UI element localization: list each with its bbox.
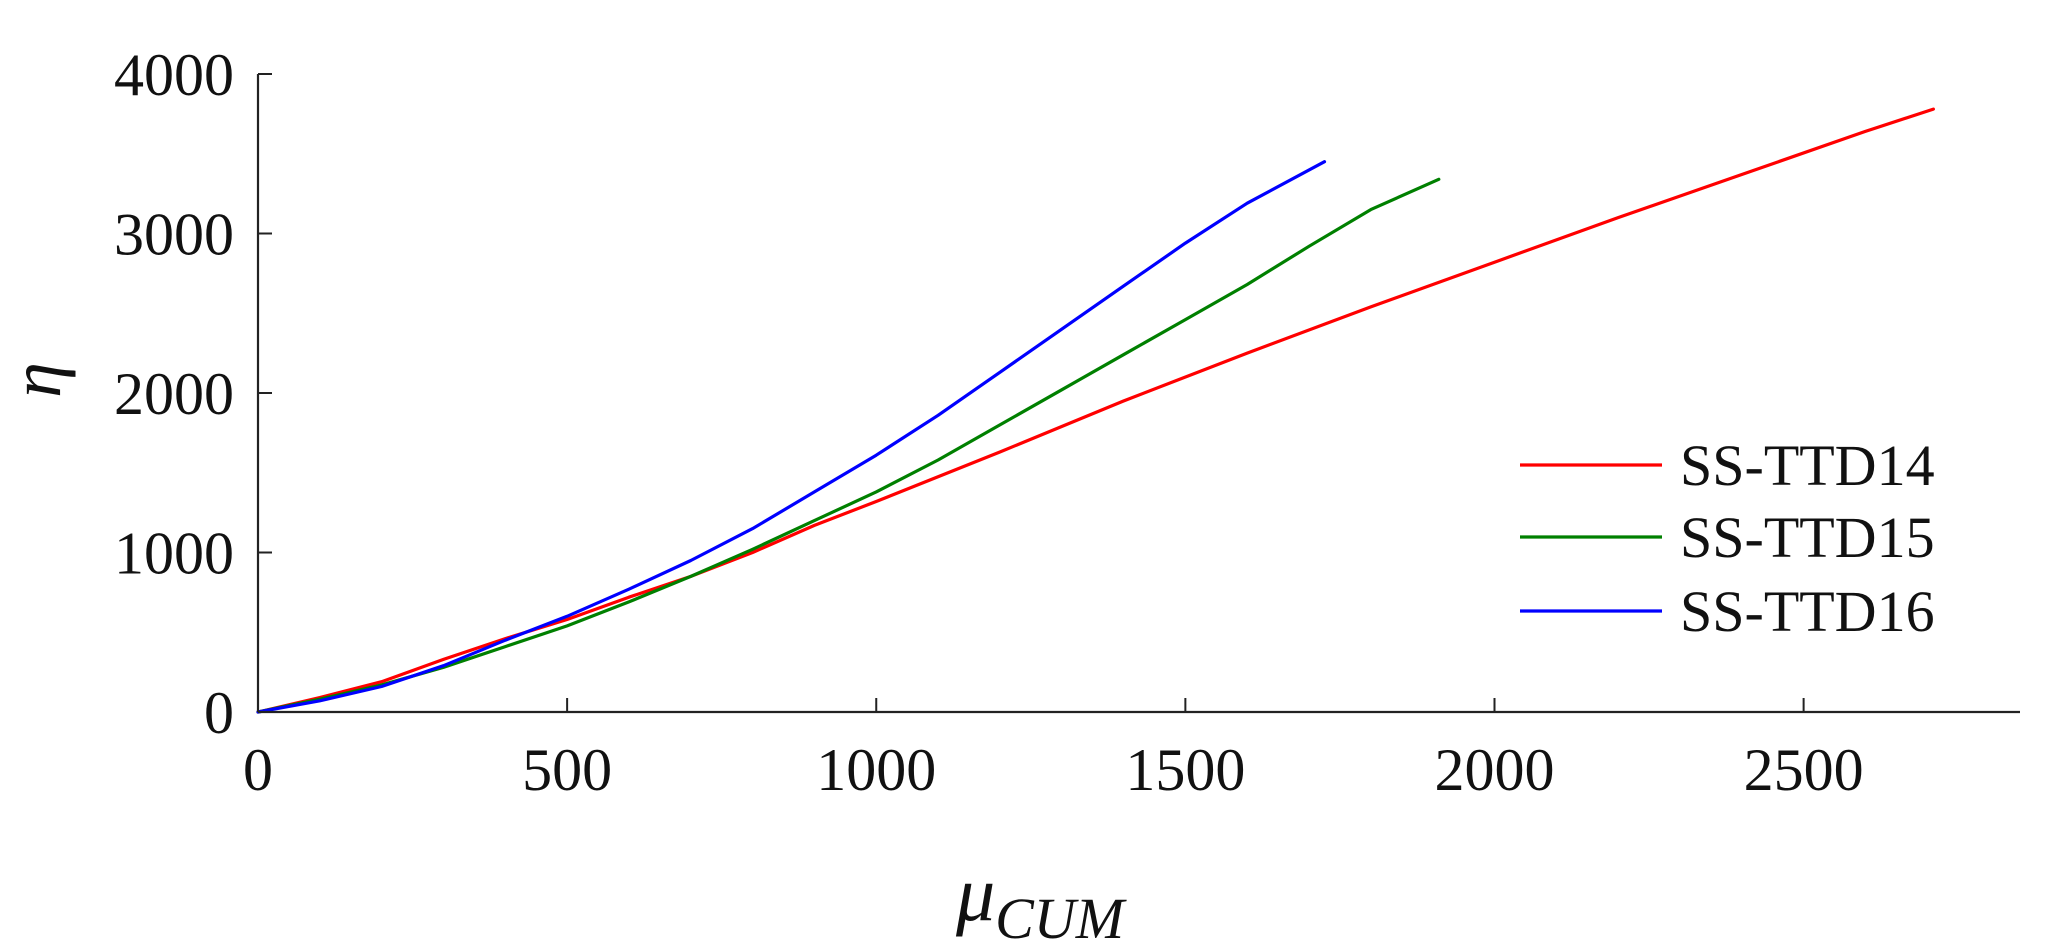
x-axis-title: μCUM: [955, 850, 1127, 950]
series-line-ss-ttd16: [256, 160, 1327, 714]
x-axis-title-subscript: CUM: [995, 886, 1127, 950]
ticks: 0 500 1000 1500 2000 2500 0 1000 2000 3000 4000: [114, 42, 1864, 803]
x-tick-label: 2000: [1434, 737, 1554, 803]
series-line-ss-ttd15: [256, 177, 1441, 714]
x-axis-title-main: μ: [955, 850, 995, 937]
x-tick-label: 1500: [1125, 737, 1245, 803]
legend: SS-TTD14 SS-TTD15 SS-TTD16: [1520, 433, 1935, 644]
y-tick-label: 1000: [114, 521, 234, 587]
legend-label: SS-TTD15: [1680, 505, 1935, 570]
y-tick-label: 3000: [114, 202, 234, 268]
plot-lines: [256, 107, 1936, 714]
x-tick-label: 1000: [816, 737, 936, 803]
legend-label: SS-TTD16: [1680, 579, 1935, 644]
x-tick-label: 0: [243, 737, 273, 803]
x-tick-label: 500: [522, 737, 612, 803]
y-axis-title: η: [0, 362, 76, 398]
y-tick-label: 4000: [114, 42, 234, 108]
series-line-ss-ttd14: [256, 107, 1936, 714]
y-tick-label: 0: [204, 680, 234, 746]
y-tick-label: 2000: [114, 361, 234, 427]
x-tick-label: 2500: [1744, 737, 1864, 803]
legend-label: SS-TTD14: [1680, 433, 1935, 498]
